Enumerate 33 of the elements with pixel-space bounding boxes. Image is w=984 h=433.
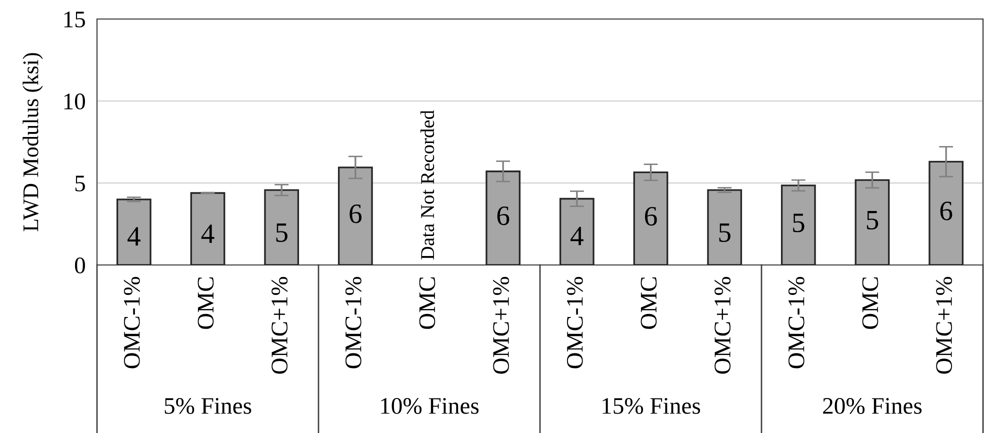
data-label: 6 (350, 204, 362, 224)
y-axis-title: LWD Modulus (ksi) (22, 53, 43, 232)
data-label: 5 (276, 224, 288, 242)
x-tick-label: OMC-1% (124, 276, 140, 368)
y-tick-label: 0 (74, 257, 85, 274)
y-tick-label: 10 (64, 93, 85, 110)
data-label: 5 (719, 224, 730, 242)
data-label: 4 (570, 226, 584, 246)
x-tick-label: OMC (419, 277, 436, 329)
data-label: 5 (793, 214, 804, 232)
x-tick-label: OMC+1% (493, 276, 510, 374)
data-label: 6 (645, 206, 657, 226)
x-tick-label: OMC+1% (936, 276, 952, 374)
data-label: 5 (866, 211, 878, 230)
data-label: 6 (497, 206, 510, 226)
annotation: Data Not Recorded (420, 110, 434, 260)
data-label: 4 (128, 227, 140, 246)
data-label: 4 (201, 224, 214, 243)
y-tick-label: 5 (75, 176, 85, 192)
x-tick-label: OMC+1% (714, 276, 731, 374)
text: 10% Fines (381, 398, 479, 414)
text: 20% Fines (823, 398, 922, 414)
x-tick-label: OMC (198, 277, 214, 329)
x-tick-label: OMC+1% (272, 276, 288, 374)
x-tick-label: OMC-1% (788, 276, 804, 368)
text: 15% Fines (602, 398, 700, 414)
y-tick-label: 15 (64, 12, 85, 28)
x-tick-label: OMC (862, 277, 878, 329)
x-tick-label: OMC-1% (345, 276, 362, 368)
text: 5% Fines (164, 398, 252, 414)
x-tick-label: OMC (640, 277, 657, 329)
data-label: 6 (940, 202, 952, 220)
x-tick-label: OMC-1% (566, 276, 583, 368)
